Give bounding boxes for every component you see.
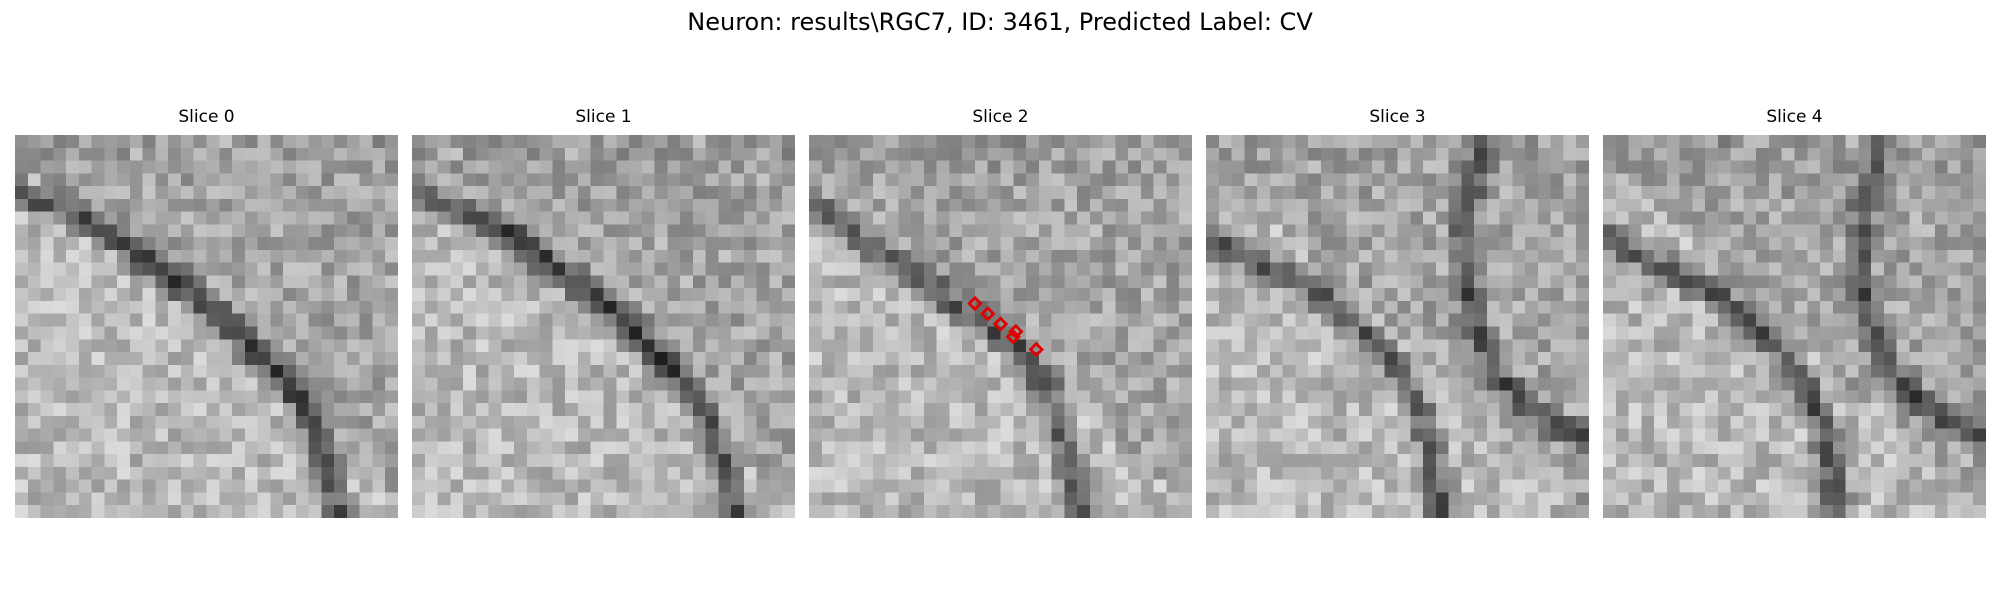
slice-title-0: Slice 0 xyxy=(178,107,235,127)
slice-title-1: Slice 1 xyxy=(575,107,632,127)
red-diamond-marker xyxy=(992,316,1009,332)
figure-title: Neuron: results\RGC7, ID: 3461, Predicte… xyxy=(687,8,1313,36)
slice-title-2: Slice 2 xyxy=(972,107,1029,127)
slice-panel-4: Slice 4 xyxy=(1603,107,1986,518)
slice-image-3 xyxy=(1206,135,1589,518)
slice-title-4: Slice 4 xyxy=(1766,107,1823,127)
slice-image-2 xyxy=(809,135,1192,518)
slice-panel-0: Slice 0 xyxy=(15,107,398,518)
slice-image-4 xyxy=(1603,135,1986,518)
slice-title-3: Slice 3 xyxy=(1369,107,1426,127)
slice-image-0 xyxy=(15,135,398,518)
slice-panel-2: Slice 2 xyxy=(809,107,1192,518)
slice-image-1 xyxy=(412,135,795,518)
red-diamond-marker xyxy=(1008,323,1024,340)
red-diamond-marker xyxy=(1028,341,1044,358)
red-diamond-marker xyxy=(980,306,996,322)
slice-panel-1: Slice 1 xyxy=(412,107,795,518)
slice-panel-3: Slice 3 xyxy=(1206,107,1589,518)
red-diamond-marker xyxy=(967,295,983,312)
